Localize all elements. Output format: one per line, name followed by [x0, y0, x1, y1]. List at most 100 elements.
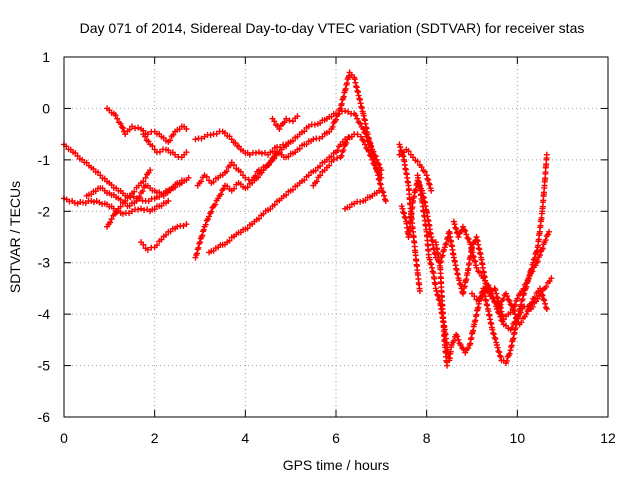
data-point-marker: [163, 231, 169, 238]
data-point-marker: [231, 162, 237, 168]
data-point-marker: [414, 158, 421, 165]
data-point-marker: [185, 174, 192, 181]
data-point-marker: [503, 357, 510, 364]
data-point-marker: [226, 237, 233, 244]
data-point-marker: [453, 225, 460, 232]
series-track-13: [310, 131, 385, 189]
data-point-marker: [334, 155, 341, 162]
data-point-marker: [170, 131, 177, 138]
data-point-marker: [113, 209, 120, 216]
data-point-marker: [357, 133, 364, 140]
data-point-marker: [156, 148, 163, 155]
x-tick-label: 10: [510, 430, 526, 446]
data-point-marker: [523, 283, 530, 290]
data-point-marker: [473, 264, 480, 271]
data-point-marker: [494, 344, 501, 351]
data-point-marker: [126, 126, 133, 133]
data-point-marker: [428, 261, 435, 268]
data-point-marker: [202, 221, 209, 228]
data-point-marker: [357, 198, 364, 205]
data-point-marker: [426, 256, 433, 263]
data-point-marker: [523, 311, 530, 318]
series-track-21: [396, 146, 435, 194]
data-point-marker: [496, 349, 503, 356]
data-point-marker: [400, 153, 407, 160]
data-point-marker: [271, 153, 278, 160]
x-tick-label: 0: [60, 430, 68, 446]
y-tick-label: -1: [38, 152, 51, 168]
data-point-marker: [369, 156, 376, 163]
data-point-marker: [499, 318, 506, 325]
data-point-marker: [463, 231, 470, 238]
data-point-marker: [286, 117, 293, 124]
data-point-marker: [434, 291, 441, 298]
data-point-marker: [340, 147, 347, 154]
data-point-marker: [530, 259, 537, 266]
data-point-marker: [456, 280, 463, 287]
data-point-marker: [351, 200, 358, 207]
data-point-marker: [508, 302, 515, 309]
data-point-marker: [283, 115, 290, 122]
data-point-marker: [200, 226, 207, 233]
data-point-marker: [397, 144, 404, 150]
data-point-marker: [311, 121, 318, 128]
data-point-marker: [117, 203, 124, 210]
data-point-marker: [139, 188, 146, 195]
series-track-2: [61, 195, 172, 217]
data-point-marker: [424, 175, 431, 182]
data-point-marker: [543, 283, 550, 290]
data-point-marker: [425, 176, 432, 183]
data-point-marker: [507, 301, 514, 308]
x-tick-label: 6: [332, 430, 340, 446]
data-point-marker: [371, 162, 378, 168]
data-point-marker: [199, 232, 206, 239]
data-point-marker: [482, 277, 489, 284]
data-point-marker: [365, 148, 372, 155]
data-point-marker: [317, 172, 324, 179]
data-point-marker: [135, 206, 142, 213]
data-point-marker: [126, 193, 133, 200]
data-point-marker: [198, 135, 205, 142]
data-point-marker: [479, 291, 486, 298]
data-point-marker: [90, 199, 97, 206]
data-point-marker: [310, 136, 317, 143]
data-point-marker: [354, 131, 361, 138]
series-track-20: [469, 285, 550, 328]
data-point-marker: [357, 120, 364, 127]
data-point-marker: [192, 136, 199, 143]
data-point-marker: [145, 138, 152, 145]
data-point-marker: [261, 149, 268, 156]
data-point-marker: [529, 299, 536, 306]
data-point-marker: [149, 143, 156, 149]
data-point-marker: [542, 300, 549, 307]
data-point-marker: [462, 227, 469, 234]
series-track-4: [104, 105, 190, 145]
data-point-marker: [289, 137, 296, 144]
data-point-marker: [244, 225, 251, 232]
data-point-marker: [508, 325, 515, 331]
data-point-marker: [454, 333, 461, 340]
data-point-marker: [165, 198, 172, 204]
data-point-marker: [543, 306, 550, 312]
data-point-marker: [457, 342, 464, 348]
data-point-marker: [464, 235, 471, 241]
data-point-marker: [410, 154, 417, 161]
data-point-marker: [142, 133, 149, 140]
data-point-marker: [142, 174, 149, 181]
data-point-marker: [382, 198, 389, 204]
data-point-marker: [112, 112, 119, 119]
data-point-marker: [421, 168, 428, 175]
data-point-marker: [381, 192, 388, 199]
data-point-marker: [380, 189, 387, 196]
data-point-marker: [334, 147, 341, 154]
series-track-17: [414, 151, 550, 366]
data-point-marker: [427, 260, 434, 267]
data-point-marker: [368, 153, 375, 160]
data-point-marker: [269, 148, 276, 155]
data-point-marker: [174, 223, 181, 230]
data-point-marker: [232, 139, 239, 146]
data-point-marker: [506, 350, 513, 357]
data-point-marker: [425, 180, 432, 187]
data-point-marker: [496, 352, 503, 359]
